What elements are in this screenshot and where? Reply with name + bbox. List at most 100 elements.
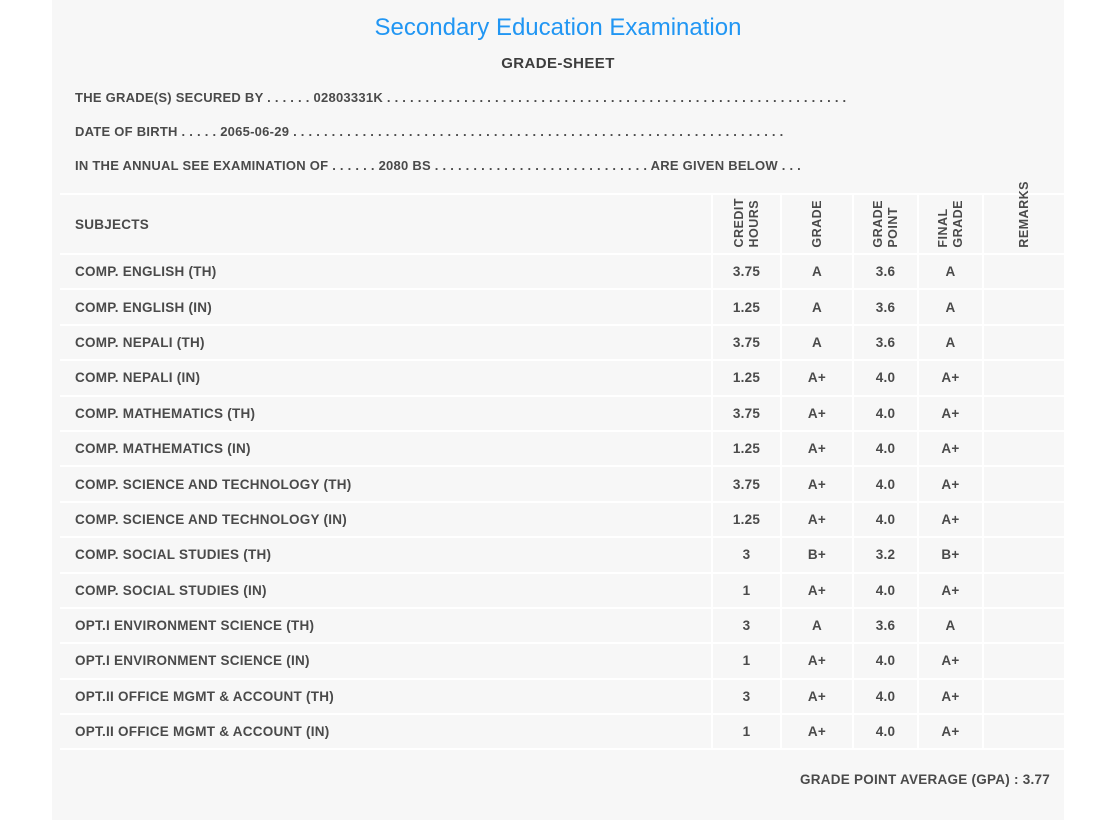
credit-hours-cell: 1.25 bbox=[711, 361, 780, 395]
subject-cell: COMP. NEPALI (IN) bbox=[75, 370, 201, 386]
grade-point-cell: 4.0 bbox=[852, 679, 917, 714]
table-row: OPT.I ENVIRONMENT SCIENCE (TH) 3 A 3.6 A bbox=[60, 608, 1064, 645]
credit-hours-cell: 1 bbox=[711, 573, 780, 607]
credit-hours-cell: 3 bbox=[711, 608, 780, 643]
credit-hours-cell: 3 bbox=[711, 679, 780, 714]
remarks-cell bbox=[982, 715, 1064, 749]
subject-cell: COMP. SOCIAL STUDIES (IN) bbox=[75, 582, 267, 598]
gpa-summary: GRADE POINT AVERAGE (GPA) : 3.77 bbox=[799, 772, 1050, 788]
grade-point-cell: 4.0 bbox=[852, 467, 917, 501]
info-line-examination: IN THE ANNUAL SEE EXAMINATION OF . . . .… bbox=[75, 149, 962, 183]
remarks-cell bbox=[982, 431, 1064, 466]
credit-hours-cell: 1 bbox=[711, 644, 780, 678]
table-row: COMP. SCIENCE AND TECHNOLOGY (IN) 1.25 A… bbox=[60, 502, 1064, 539]
subject-cell: COMP. ENGLISH (IN) bbox=[75, 299, 213, 315]
grade-point-cell: 3.6 bbox=[852, 255, 917, 289]
final-grade-cell: A bbox=[917, 325, 982, 360]
grade-cell: A+ bbox=[780, 431, 852, 466]
final-grade-cell: A+ bbox=[917, 467, 982, 501]
remarks-cell bbox=[982, 644, 1064, 678]
remarks-cell bbox=[982, 361, 1064, 395]
grade-point-cell: 4.0 bbox=[852, 502, 917, 537]
subject-cell: OPT.I ENVIRONMENT SCIENCE (TH) bbox=[75, 618, 315, 634]
remarks-cell bbox=[982, 502, 1064, 537]
leader-dots: . . . . . . bbox=[332, 158, 375, 173]
table-row: OPT.II OFFICE MGMT & ACCOUNT (IN) 1 A+ 4… bbox=[60, 715, 1064, 751]
credit-hours-cell: 3.75 bbox=[711, 467, 780, 501]
remarks-cell bbox=[982, 467, 1064, 501]
final-grade-cell: A+ bbox=[917, 396, 982, 430]
grade-point-cell: 4.0 bbox=[852, 573, 917, 607]
leader-dots: . . . . . bbox=[181, 124, 217, 139]
credit-hours-cell: 3.75 bbox=[711, 255, 780, 289]
info-line-secured-by: THE GRADE(S) SECURED BY . . . . . . 0280… bbox=[75, 81, 962, 115]
info-suffix: ARE GIVEN BELOW bbox=[650, 158, 778, 173]
remarks-cell bbox=[982, 396, 1064, 430]
credit-hours-cell: 1 bbox=[711, 715, 780, 749]
final-grade-cell: A+ bbox=[917, 679, 982, 714]
grade-point-cell: 3.6 bbox=[852, 290, 917, 324]
table-row: COMP. NEPALI (IN) 1.25 A+ 4.0 A+ bbox=[60, 361, 1064, 397]
table-row: COMP. SOCIAL STUDIES (IN) 1 A+ 4.0 A+ bbox=[60, 573, 1064, 609]
trailer-dots: . . . . . . . . . . . . . . . . . . . . … bbox=[386, 90, 847, 105]
remarks-cell bbox=[982, 325, 1064, 360]
table-row: COMP. ENGLISH (TH) 3.75 A 3.6 A bbox=[60, 255, 1064, 291]
final-grade-cell: A bbox=[917, 290, 982, 324]
symbol-number-value: 02803331K bbox=[313, 90, 383, 105]
page-title: Secondary Education Examination bbox=[374, 14, 742, 41]
final-grade-cell: A bbox=[917, 255, 982, 289]
subject-cell: COMP. SCIENCE AND TECHNOLOGY (TH) bbox=[75, 476, 352, 492]
grade-cell: A bbox=[780, 608, 852, 643]
remarks-cell bbox=[982, 608, 1064, 643]
table-row: OPT.I ENVIRONMENT SCIENCE (IN) 1 A+ 4.0 … bbox=[60, 644, 1064, 680]
grade-sheet-panel: Secondary Education Examination GRADE-SH… bbox=[52, 0, 1064, 820]
subject-cell: COMP. MATHEMATICS (IN) bbox=[75, 441, 251, 457]
table-header-row: SUBJECTS CREDIT HOURS GRADE GRADE POINT … bbox=[60, 181, 1064, 255]
grade-cell: A+ bbox=[780, 679, 852, 714]
subject-cell: OPT.II OFFICE MGMT & ACCOUNT (TH) bbox=[75, 688, 334, 704]
student-info-block: THE GRADE(S) SECURED BY . . . . . . 0280… bbox=[52, 81, 1064, 183]
column-header-subjects: SUBJECTS bbox=[75, 216, 150, 232]
info-label: IN THE ANNUAL SEE EXAMINATION OF bbox=[75, 158, 329, 173]
info-line-date-of-birth: DATE OF BIRTH . . . . . 2065-06-29 . . .… bbox=[75, 115, 962, 149]
table-row: OPT.II OFFICE MGMT & ACCOUNT (TH) 3 A+ 4… bbox=[60, 679, 1064, 716]
grade-cell: A+ bbox=[780, 573, 852, 607]
grade-point-cell: 4.0 bbox=[852, 715, 917, 749]
table-body: COMP. ENGLISH (TH) 3.75 A 3.6 A COMP. EN… bbox=[60, 255, 1064, 751]
grade-point-cell: 4.0 bbox=[852, 431, 917, 466]
grade-point-cell: 3.2 bbox=[852, 538, 917, 572]
credit-hours-cell: 3.75 bbox=[711, 325, 780, 360]
final-grade-cell: A+ bbox=[917, 644, 982, 678]
remarks-cell bbox=[982, 290, 1064, 324]
grade-cell: A+ bbox=[780, 396, 852, 430]
grade-cell: A+ bbox=[780, 644, 852, 678]
grade-cell: A+ bbox=[780, 361, 852, 395]
grade-cell: A+ bbox=[780, 715, 852, 749]
credit-hours-cell: 3.75 bbox=[711, 396, 780, 430]
subject-cell: OPT.II OFFICE MGMT & ACCOUNT (IN) bbox=[75, 724, 330, 740]
suffix-dots: . . . bbox=[781, 158, 802, 173]
final-grade-cell: A+ bbox=[917, 502, 982, 537]
grade-cell: A bbox=[780, 255, 852, 289]
grade-point-cell: 4.0 bbox=[852, 361, 917, 395]
column-header-grade: GRADE bbox=[780, 195, 852, 253]
grades-table: SUBJECTS CREDIT HOURS GRADE GRADE POINT … bbox=[60, 181, 1064, 751]
mid-dots: . . . . . . . . . . . . . . . . . . . . … bbox=[434, 158, 648, 173]
page-subtitle: GRADE-SHEET bbox=[501, 55, 615, 72]
column-header-credit-hours: CREDIT HOURS bbox=[711, 195, 780, 253]
remarks-cell bbox=[982, 679, 1064, 714]
final-grade-cell: A+ bbox=[917, 361, 982, 395]
grade-cell: A bbox=[780, 325, 852, 360]
leader-dots: . . . . . . bbox=[267, 90, 310, 105]
credit-hours-cell: 1.25 bbox=[711, 502, 780, 537]
final-grade-cell: A+ bbox=[917, 431, 982, 466]
column-header-final-grade: FINAL GRADE bbox=[917, 195, 982, 253]
subject-cell: COMP. SOCIAL STUDIES (TH) bbox=[75, 547, 272, 563]
final-grade-cell: A bbox=[917, 608, 982, 643]
grade-cell: A+ bbox=[780, 502, 852, 537]
final-grade-cell: B+ bbox=[917, 538, 982, 572]
column-header-grade-point: GRADE POINT bbox=[852, 195, 917, 253]
table-row: COMP. MATHEMATICS (IN) 1.25 A+ 4.0 A+ bbox=[60, 431, 1064, 468]
remarks-cell bbox=[982, 255, 1064, 289]
info-label: THE GRADE(S) SECURED BY bbox=[75, 90, 264, 105]
